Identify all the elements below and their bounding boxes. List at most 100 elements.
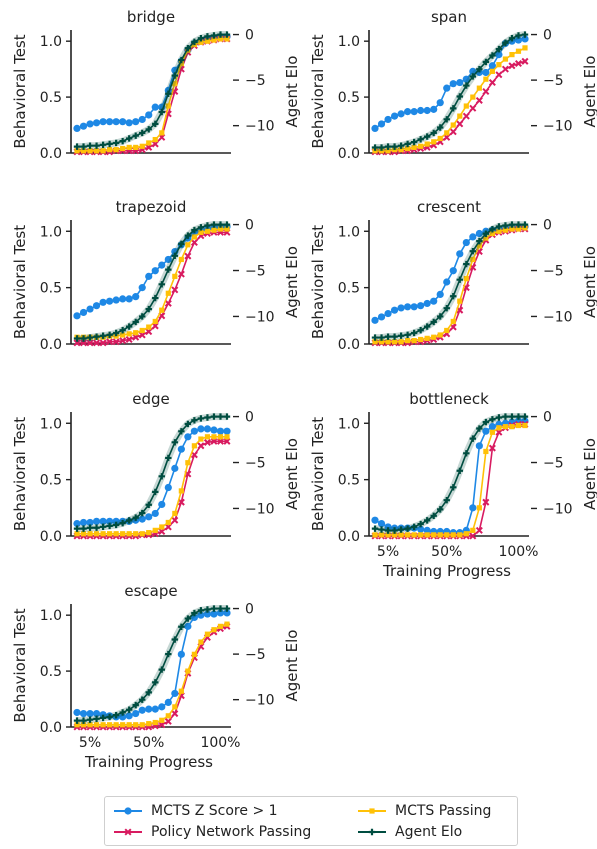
data-point-mcts-z (92, 517, 101, 525)
chart-panel-bridge: bridge 0.0 0.5 1.0 0 −5 −10 Behavioral Test Agen… (11, 8, 301, 162)
data-point-policy (158, 721, 166, 729)
data-point-policy (475, 526, 483, 534)
data-point-mcts-z (482, 68, 490, 77)
data-point-agent-elo-stroke (158, 666, 165, 673)
data-point-policy-stroke (119, 337, 127, 345)
data-point-agent-elo (171, 636, 179, 643)
data-point-mcts-pass (165, 103, 171, 109)
data-point-agent-elo-stroke (125, 706, 133, 713)
data-point-agent-elo-stroke (86, 524, 94, 531)
x-tick-label: 100% (200, 735, 240, 751)
data-point-mcts-z (449, 267, 457, 275)
legend-swatch-marker (124, 828, 132, 836)
data-point-policy (99, 339, 107, 347)
data-point-agent-elo (410, 329, 418, 337)
data-point-agent-elo-stroke (80, 525, 87, 532)
y2-tick-label: 0 (245, 410, 254, 426)
data-point-agent-elo-stroke (112, 139, 120, 147)
data-point-agent-elo-stroke (119, 709, 126, 716)
data-point-agent-elo (178, 240, 185, 248)
chart-panel-escape: escape 0.0 0.5 1.0 0 −5 −10 Behavioral Test Agen… (11, 582, 301, 771)
data-point-mcts-z (495, 51, 503, 59)
data-point-policy (469, 532, 477, 540)
legend-swatch-marker (368, 828, 376, 836)
data-point-agent-elo-stroke (502, 222, 509, 229)
data-point-mcts-z (119, 295, 127, 303)
data-point-policy (190, 451, 198, 459)
data-point-agent-elo (165, 454, 172, 462)
data-point-agent-elo-stroke (145, 126, 152, 133)
data-point-mcts-pass (133, 531, 139, 537)
data-point-agent-elo (145, 501, 152, 508)
data-point-mcts-pass (224, 621, 230, 627)
data-point-agent-elo-stroke (476, 425, 483, 432)
data-point-mcts-pass (457, 532, 463, 538)
data-point-agent-elo-stroke (80, 335, 87, 342)
data-point-policy (514, 60, 522, 68)
data-point-mcts-pass (198, 229, 204, 235)
data-point-agent-elo-stroke (443, 496, 450, 504)
data-point-mcts-pass (378, 148, 385, 154)
data-point-policy (456, 120, 464, 128)
data-point-policy (177, 270, 185, 278)
data-point-policy (86, 339, 94, 347)
series-policy (73, 228, 231, 347)
data-point-policy (495, 428, 503, 436)
data-point-agent-elo (184, 420, 192, 428)
data-point-mcts-pass (489, 230, 495, 237)
data-point-agent-elo (437, 313, 444, 320)
y-tick-label: 0.0 (338, 337, 360, 353)
data-point-policy (93, 339, 101, 347)
data-point-agent-elo (99, 332, 107, 339)
data-point-agent-elo-stroke (171, 636, 179, 643)
data-point-mcts-pass (80, 531, 87, 537)
data-point-mcts-pass (476, 85, 482, 91)
data-point-agent-elo (106, 713, 113, 721)
data-point-policy-stroke (482, 498, 490, 506)
data-point-agent-elo-stroke (430, 318, 437, 326)
data-point-agent-elo-stroke (397, 526, 405, 533)
data-point-agent-elo (139, 696, 146, 703)
series-mcts-pass (74, 434, 230, 537)
series-policy (73, 35, 231, 156)
data-point-policy-stroke (488, 79, 496, 87)
data-point-agent-elo (125, 135, 133, 142)
data-point-agent-elo-stroke (99, 332, 107, 339)
data-point-agent-elo-stroke (73, 143, 81, 150)
data-point-agent-elo (125, 323, 133, 330)
data-point-mcts-pass (159, 717, 165, 723)
data-point-policy-stroke (514, 60, 522, 68)
series-line-agent-elo (375, 33, 526, 149)
data-point-agent-elo-stroke (197, 607, 205, 614)
data-point-mcts-z (92, 302, 101, 310)
data-point-mcts-pass (450, 532, 456, 538)
data-point-agent-elo (410, 138, 418, 146)
legend-swatch-policy (114, 828, 142, 836)
data-point-agent-elo-stroke (417, 520, 424, 528)
data-point-mcts-z (138, 284, 146, 292)
data-point-policy-stroke (449, 128, 457, 136)
data-point-mcts-pass (509, 52, 515, 58)
data-point-agent-elo (73, 717, 81, 724)
data-point-mcts-z (203, 610, 212, 618)
y2-tick-label: −10 (245, 693, 275, 709)
data-point-policy-stroke (177, 270, 185, 278)
data-point-agent-elo-stroke (73, 717, 81, 724)
data-point-mcts-z (112, 118, 120, 126)
data-point-mcts-pass (372, 339, 378, 345)
data-point-policy-stroke (495, 428, 503, 436)
data-point-agent-elo (463, 450, 470, 457)
data-point-mcts-z (436, 99, 444, 107)
data-point-mcts-pass (178, 60, 184, 67)
data-point-agent-elo-stroke (152, 488, 159, 496)
data-point-agent-elo (489, 52, 496, 59)
chart-panel-span: span 0.0 0.5 1.0 0 −5 −10 Behavioral Test Agent … (309, 8, 597, 162)
data-point-agent-elo (217, 413, 224, 420)
data-point-mcts-pass (107, 722, 113, 728)
y-tick-label: 1.0 (338, 34, 360, 50)
data-point-mcts-z (210, 610, 218, 618)
data-point-mcts-pass (405, 532, 411, 538)
data-point-agent-elo (204, 414, 211, 421)
chart-panel-edge: edge 0.0 0.5 1.0 0 −5 −10 Behavioral Test Agent … (11, 390, 301, 545)
data-point-agent-elo-stroke (178, 623, 185, 630)
